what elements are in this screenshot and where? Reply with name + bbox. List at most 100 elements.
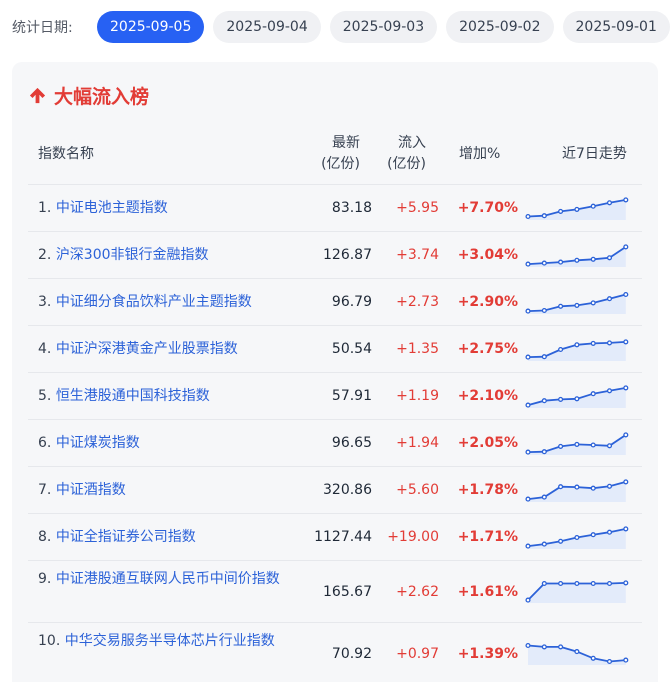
index-name-cell: 4. 中证沪深港黄金产业股票指数 (38, 339, 288, 360)
rank-number: 10. (38, 633, 61, 649)
sparkline-point (558, 538, 564, 544)
sparkline-point (558, 259, 564, 265)
increase-pct: +2.75% (457, 341, 518, 357)
latest-value: 165.67 (323, 584, 372, 600)
col-header-inflow: 流入 (亿份) (382, 133, 426, 175)
index-name-link[interactable]: 中证细分食品饮料产业主题指数 (55, 294, 252, 310)
sparkline-point (541, 580, 547, 587)
sparkline-point (590, 391, 596, 397)
sparkline-point (590, 300, 596, 306)
index-name-link[interactable]: 中证港股通互联网人民币中间价指数 (55, 571, 280, 587)
index-name-link[interactable]: 恒生港股通中国科技指数 (55, 388, 210, 404)
sparkline-point (606, 658, 613, 665)
index-name-link[interactable]: 中证煤炭指数 (55, 435, 140, 451)
sparkline-point (558, 396, 564, 402)
rank-number: 7. (38, 482, 52, 498)
inflow-value: +0.97 (396, 646, 439, 662)
table-row[interactable]: 6. 中证煤炭指数 96.65 +1.94 +2.05% (28, 419, 642, 466)
trend-sparkline (525, 339, 629, 361)
sparkline-point (606, 443, 613, 449)
index-name-cell: 9. 中证港股通互联网人民币中间价指数 (38, 569, 288, 590)
sparkline-point (541, 213, 547, 219)
sparkline-point (558, 484, 564, 490)
sparkline-point (623, 580, 629, 586)
latest-value: 126.87 (323, 247, 372, 263)
index-name-cell: 5. 恒生港股通中国科技指数 (38, 386, 288, 407)
table-row[interactable]: 2. 沪深300非银行金融指数 126.87 +3.74 +3.04% (28, 231, 642, 278)
index-name-link[interactable]: 沪深300非银行金融指数 (55, 247, 209, 263)
index-name-link[interactable]: 中证电池主题指数 (55, 200, 168, 216)
index-name-cell: 6. 中证煤炭指数 (38, 433, 288, 454)
table-row[interactable]: 8. 中证全指证券公司指数 1127.44 +19.00 +1.71% (28, 513, 642, 560)
table-row[interactable]: 1. 中证电池主题指数 83.18 +5.95 +7.70% (28, 184, 642, 231)
sparkline-point (606, 255, 613, 261)
sparkline-point (525, 213, 531, 220)
date-filter-bar: 统计日期: 2025-09-05 2025-09-04 2025-09-03 2025… (0, 0, 670, 56)
sparkline-point (525, 402, 531, 408)
index-name-cell: 1. 中证电池主题指数 (38, 198, 288, 219)
sparkline-point (606, 483, 613, 489)
date-filter-label: 统计日期: (12, 20, 73, 36)
index-name-link[interactable]: 中证酒指数 (55, 482, 126, 498)
date-chip[interactable]: 2025-09-04 (213, 11, 321, 43)
col-header-trend: 近7日走势 (562, 146, 627, 162)
inflow-value: +5.95 (396, 200, 439, 216)
sparkline-point (525, 449, 531, 455)
latest-value: 1127.44 (314, 529, 372, 545)
trend-sparkline (525, 291, 629, 314)
trend-sparkline (525, 526, 629, 549)
date-chip[interactable]: 2025-09-02 (446, 11, 554, 43)
index-name-link[interactable]: 中证全指证券公司指数 (55, 529, 196, 545)
date-chip-list: 2025-09-05 2025-09-04 2025-09-03 2025-09-02… (97, 11, 670, 43)
sparkline-area (528, 481, 626, 502)
sparkline-point (525, 496, 531, 502)
sparkline-point (623, 479, 629, 485)
index-name-link[interactable]: 中证沪深港黄金产业股票指数 (55, 341, 238, 357)
date-chip[interactable]: 2025-09-01 (562, 11, 670, 43)
inflow-value: +5.60 (396, 482, 439, 498)
inflow-value: +1.19 (396, 388, 439, 404)
col-header-latest-line2: (亿份) (321, 156, 360, 172)
sparkline-area (528, 582, 626, 603)
sparkline-point (541, 449, 547, 455)
sparkline-point (606, 580, 613, 587)
table-row[interactable]: 9. 中证港股通互联网人民币中间价指数 165.67 +2.62 +1.61% (28, 560, 642, 622)
sparkline-point (525, 543, 531, 549)
sparkline-point (623, 385, 629, 391)
sparkline-point (574, 396, 580, 402)
ranking-table: 1. 中证电池主题指数 83.18 +5.95 +7.70% 2. 沪深300非银行金融… (28, 184, 642, 682)
sparkline-point (574, 580, 580, 587)
rank-number: 1. (38, 200, 52, 216)
sparkline-point (541, 541, 547, 547)
sparkline-point (623, 657, 629, 663)
sparkline-point (558, 443, 564, 449)
latest-value: 83.18 (331, 200, 372, 216)
table-row[interactable]: 4. 中证沪深港黄金产业股票指数 50.54 +1.35 +2.75% (28, 325, 642, 372)
sparkline-point (606, 340, 613, 346)
table-row[interactable]: 7. 中证酒指数 320.86 +5.60 +1.78% (28, 466, 642, 513)
date-chip[interactable]: 2025-09-05 (97, 11, 205, 43)
trend-sparkline (525, 244, 629, 267)
sparkline-point (525, 354, 531, 360)
sparkline-point (574, 649, 580, 655)
col-header-inflow-line2: (亿份) (387, 156, 426, 172)
sparkline-point (574, 302, 580, 308)
table-row[interactable]: 10. 中华交易服务半导体芯片行业指数 70.92 +0.97 +1.39% (28, 622, 642, 682)
sparkline-point (558, 303, 564, 309)
sparkline-point (623, 432, 629, 438)
inflow-value: +1.35 (396, 341, 439, 357)
table-row[interactable]: 5. 恒生港股通中国科技指数 57.91 +1.19 +2.10% (28, 372, 642, 419)
sparkline-point (623, 244, 629, 250)
col-header-latest: 最新 (亿份) (318, 133, 360, 175)
date-chip[interactable]: 2025-09-03 (329, 11, 438, 43)
panel-title: 大幅流入榜 (28, 82, 149, 109)
rank-number: 8. (38, 529, 52, 545)
index-name-link[interactable]: 中华交易服务半导体芯片行业指数 (64, 633, 275, 649)
sparkline-point (574, 257, 580, 263)
inflow-value: +1.94 (396, 435, 439, 451)
sparkline-point (623, 339, 629, 345)
trend-sparkline (525, 642, 629, 665)
increase-pct: +1.39% (457, 646, 518, 662)
rank-number: 3. (38, 294, 52, 310)
table-row[interactable]: 3. 中证细分食品饮料产业主题指数 96.79 +2.73 +2.90% (28, 278, 642, 325)
